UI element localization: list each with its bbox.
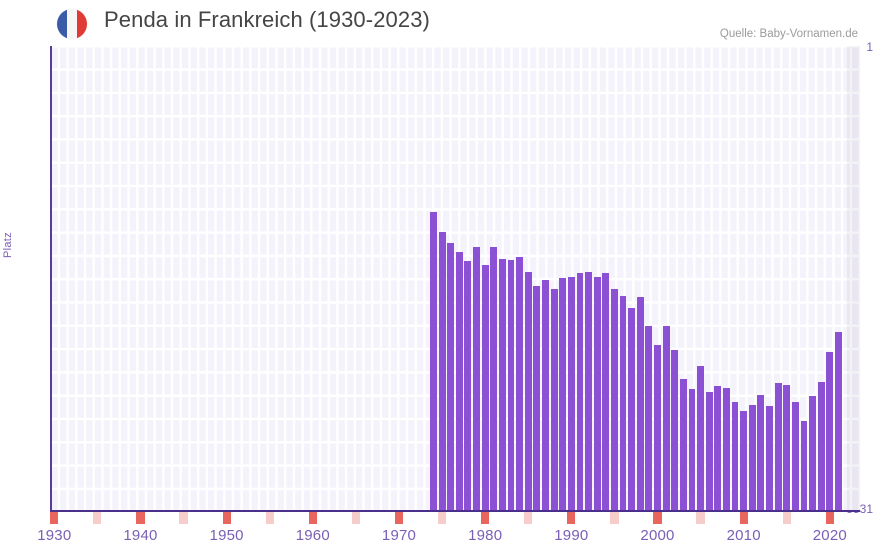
bar[interactable] xyxy=(654,345,661,511)
bar[interactable] xyxy=(697,366,705,511)
bar[interactable] xyxy=(757,394,765,511)
x-tick-major xyxy=(825,512,834,524)
bar[interactable] xyxy=(628,308,636,511)
bar[interactable] xyxy=(826,352,834,511)
source-attribution: Quelle: Baby-Vornamen.de xyxy=(719,28,858,40)
bar[interactable] xyxy=(567,276,575,511)
plot-gridlines xyxy=(50,46,860,511)
bar[interactable] xyxy=(516,256,524,511)
x-axis-tick-labels: 1930 1940 1950 1960 1970 1980 1990 2000 2010 2020 xyxy=(0,527,873,552)
x-tick-minor xyxy=(696,512,705,524)
plot-area xyxy=(50,46,860,511)
x-tick-major xyxy=(308,512,317,524)
bar[interactable] xyxy=(791,401,799,511)
x-axis-label: 2000 xyxy=(640,527,675,544)
bar[interactable] xyxy=(447,243,455,511)
x-axis-label: 1930 xyxy=(37,527,72,544)
bar[interactable] xyxy=(498,258,506,511)
x-tick-minor xyxy=(351,512,360,524)
bar-series xyxy=(50,46,860,511)
france-flag-icon xyxy=(57,9,87,39)
x-tick-minor xyxy=(610,512,619,524)
x-axis-label: 1960 xyxy=(295,527,330,544)
x-tick-minor xyxy=(524,512,533,524)
x-tick-major xyxy=(136,512,145,524)
x-axis-label: 1940 xyxy=(123,527,158,544)
x-tick-minor xyxy=(437,512,447,524)
x-tick-major xyxy=(394,512,404,524)
x-tick-minor xyxy=(265,512,274,524)
bar[interactable] xyxy=(748,404,756,511)
x-axis-label: 1990 xyxy=(554,527,589,544)
bar[interactable] xyxy=(783,384,791,511)
bar[interactable] xyxy=(731,401,739,511)
bar[interactable] xyxy=(809,395,817,511)
x-axis-label: 1950 xyxy=(209,527,244,544)
bar[interactable] xyxy=(740,410,748,511)
chart-header: Penda in Frankreich (1930-2023) Quelle: … xyxy=(0,0,873,46)
x-tick-major xyxy=(481,512,490,524)
bar[interactable] xyxy=(645,325,653,511)
bar[interactable] xyxy=(817,382,825,511)
bar[interactable] xyxy=(455,251,463,511)
bar[interactable] xyxy=(438,231,446,511)
x-tick-major xyxy=(222,512,231,524)
bar[interactable] xyxy=(636,296,644,511)
bar[interactable] xyxy=(714,385,722,511)
x-tick-minor xyxy=(782,512,791,524)
bar[interactable] xyxy=(800,420,808,511)
bar[interactable] xyxy=(533,285,541,511)
bar[interactable] xyxy=(766,406,773,511)
x-axis-label: 1970 xyxy=(381,527,417,544)
y-axis-line xyxy=(50,46,53,511)
bar[interactable] xyxy=(473,246,480,511)
bar[interactable] xyxy=(524,272,532,511)
x-tick-minor xyxy=(93,512,102,524)
bar[interactable] xyxy=(679,378,687,511)
bar[interactable] xyxy=(835,331,842,511)
bar[interactable] xyxy=(481,265,489,511)
x-tick-minor xyxy=(179,512,188,524)
bar[interactable] xyxy=(610,288,618,511)
bar[interactable] xyxy=(559,278,567,511)
bar[interactable] xyxy=(602,272,610,511)
x-axis-label: 2010 xyxy=(726,527,761,544)
flag-band-red xyxy=(76,9,87,39)
flag-band-white xyxy=(66,9,77,39)
bar[interactable] xyxy=(550,289,558,511)
x-tick-major xyxy=(653,512,662,524)
chart-title: Penda in Frankreich (1930-2023) xyxy=(104,7,430,32)
x-axis-line xyxy=(50,509,860,512)
y-axis-title: Platz xyxy=(2,232,14,258)
bar[interactable] xyxy=(688,389,696,511)
bar[interactable] xyxy=(430,212,437,511)
x-axis-label: 1980 xyxy=(468,527,503,544)
bar[interactable] xyxy=(722,388,730,511)
bar[interactable] xyxy=(507,259,515,511)
x-axis-label: 2020 xyxy=(812,527,847,544)
bar[interactable] xyxy=(619,295,627,511)
bar[interactable] xyxy=(576,272,584,511)
x-axis-tick-marks xyxy=(0,512,873,526)
bar[interactable] xyxy=(542,280,549,511)
x-tick-major xyxy=(567,512,576,524)
bar[interactable] xyxy=(464,261,472,511)
bar[interactable] xyxy=(705,391,713,511)
bar[interactable] xyxy=(490,247,498,511)
x-tick-major xyxy=(739,512,748,524)
bar[interactable] xyxy=(593,276,601,511)
future-shaded-region xyxy=(847,46,860,511)
bar[interactable] xyxy=(671,350,679,511)
bar[interactable] xyxy=(662,325,670,511)
x-tick-major xyxy=(50,512,59,524)
flag-band-blue xyxy=(57,9,67,39)
bar[interactable] xyxy=(774,383,782,511)
bar[interactable] xyxy=(585,272,592,511)
y-axis-tick-top: 1 xyxy=(866,40,873,54)
